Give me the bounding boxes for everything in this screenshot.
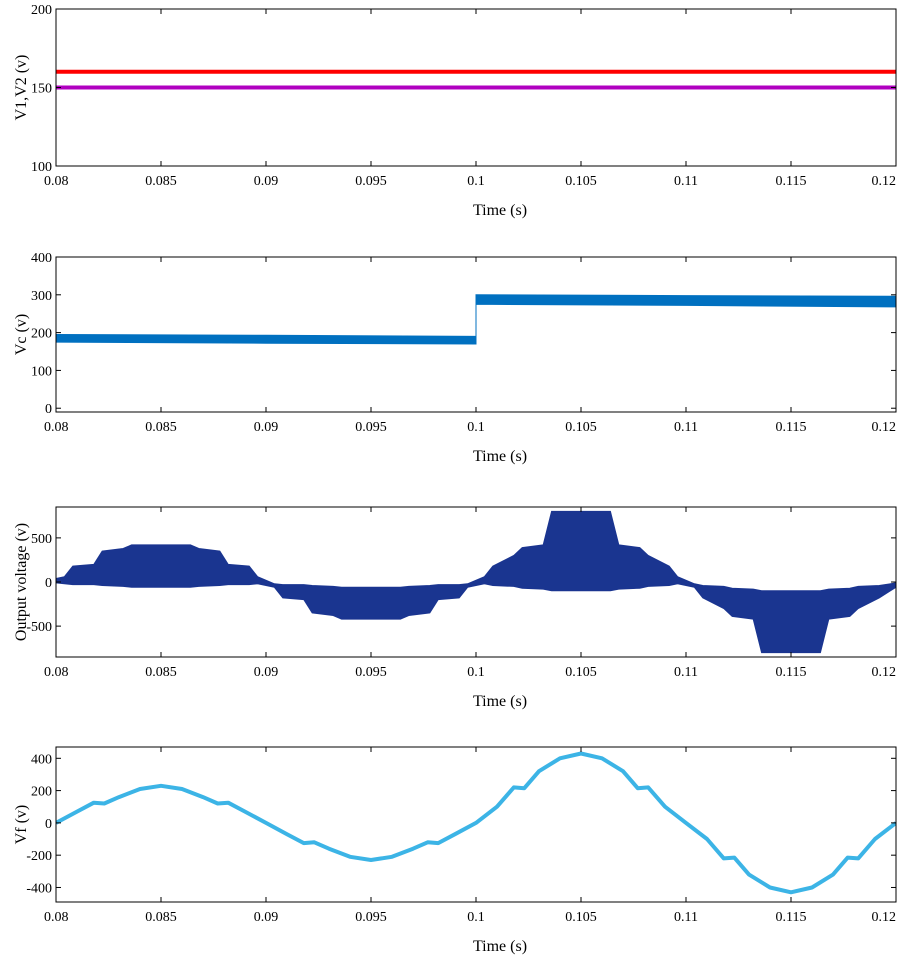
y-tick-label: 0 [45, 402, 52, 417]
x-tick-label: 0.085 [145, 420, 177, 435]
y-tick-label: 0 [45, 576, 52, 591]
chart-panel-2: 0.08 0.085 0.09 0.095 0.1 0.105 0.11 0.115 0.12 0… [13, 251, 897, 465]
series-band-1 [56, 294, 896, 345]
x-tick-label: 0.1 [467, 665, 485, 680]
y-tick-label: 400 [31, 251, 52, 266]
series-line-1 [56, 751, 896, 895]
y-tick-label: 400 [31, 752, 52, 767]
x-tick-label: 0.09 [254, 420, 279, 435]
x-tick-label: 0.105 [565, 910, 597, 925]
y-tick-label: 300 [31, 289, 52, 304]
x-axis-label: Time (s) [473, 448, 527, 465]
x-axis-label: Time (s) [473, 693, 527, 710]
x-tick-label: 0.08 [44, 910, 69, 925]
plot-area [56, 751, 896, 895]
x-tick-label: 0.12 [872, 420, 897, 435]
series-band-1 [56, 510, 896, 654]
y-tick-label: -400 [26, 881, 52, 896]
y-tick-label: 500 [31, 532, 52, 547]
y-tick-label: 200 [31, 327, 52, 342]
x-tick-label: 0.08 [44, 665, 69, 680]
y-axis-label: Output voltage (v) [13, 523, 30, 641]
chart-panel-1: 0.08 0.085 0.09 0.095 0.1 0.105 0.11 0.115 0.12 1… [13, 3, 897, 219]
y-tick-label: 200 [31, 3, 52, 18]
y-axis-label: Vc (v) [13, 314, 30, 355]
x-tick-label: 0.085 [145, 665, 177, 680]
x-tick-label: 0.08 [44, 420, 69, 435]
x-tick-label: 0.115 [776, 910, 807, 925]
y-tick-label: -200 [26, 849, 52, 864]
y-tick-label: 100 [31, 364, 52, 379]
x-tick-label: 0.095 [355, 420, 387, 435]
x-tick-label: 0.115 [776, 665, 807, 680]
x-tick-label: 0.085 [145, 910, 177, 925]
plot-area [56, 69, 896, 90]
x-tick-label: 0.1 [467, 420, 485, 435]
x-tick-label: 0.1 [467, 910, 485, 925]
x-axis-label: Time (s) [473, 938, 527, 955]
x-tick-label: 0.115 [776, 174, 807, 189]
y-tick-label: 200 [31, 785, 52, 800]
y-tick-label: -500 [26, 620, 52, 635]
x-tick-label: 0.09 [254, 910, 279, 925]
x-tick-label: 0.105 [565, 665, 597, 680]
x-tick-label: 0.12 [872, 174, 897, 189]
x-tick-label: 0.12 [872, 665, 897, 680]
y-tick-label: 100 [31, 160, 52, 175]
x-tick-label: 0.09 [254, 665, 279, 680]
x-tick-label: 0.105 [565, 174, 597, 189]
x-tick-label: 0.11 [674, 665, 698, 680]
y-tick-label: 0 [45, 817, 52, 832]
chart-panel-4: 0.08 0.085 0.09 0.095 0.1 0.105 0.11 0.115 0.12 -… [13, 746, 897, 955]
x-tick-label: 0.095 [355, 174, 387, 189]
chart-panel-3: 0.08 0.085 0.09 0.095 0.1 0.105 0.11 0.115 0.12 -… [13, 506, 897, 710]
x-tick-label: 0.085 [145, 174, 177, 189]
plot-area [56, 294, 896, 345]
x-tick-label: 0.115 [776, 420, 807, 435]
x-tick-label: 0.11 [674, 910, 698, 925]
x-tick-label: 0.11 [674, 174, 698, 189]
x-axis-label: Time (s) [473, 202, 527, 219]
x-tick-label: 0.095 [355, 910, 387, 925]
x-tick-label: 0.11 [674, 420, 698, 435]
y-axis-label: Vf (v) [13, 805, 30, 845]
x-tick-label: 0.105 [565, 420, 597, 435]
x-tick-label: 0.08 [44, 174, 69, 189]
x-tick-label: 0.12 [872, 910, 897, 925]
x-tick-label: 0.1 [467, 174, 485, 189]
x-tick-label: 0.09 [254, 174, 279, 189]
x-tick-label: 0.095 [355, 665, 387, 680]
y-tick-label: 150 [31, 82, 52, 97]
plot-area [56, 510, 896, 654]
y-axis-label: V1,V2 (v) [13, 55, 30, 121]
